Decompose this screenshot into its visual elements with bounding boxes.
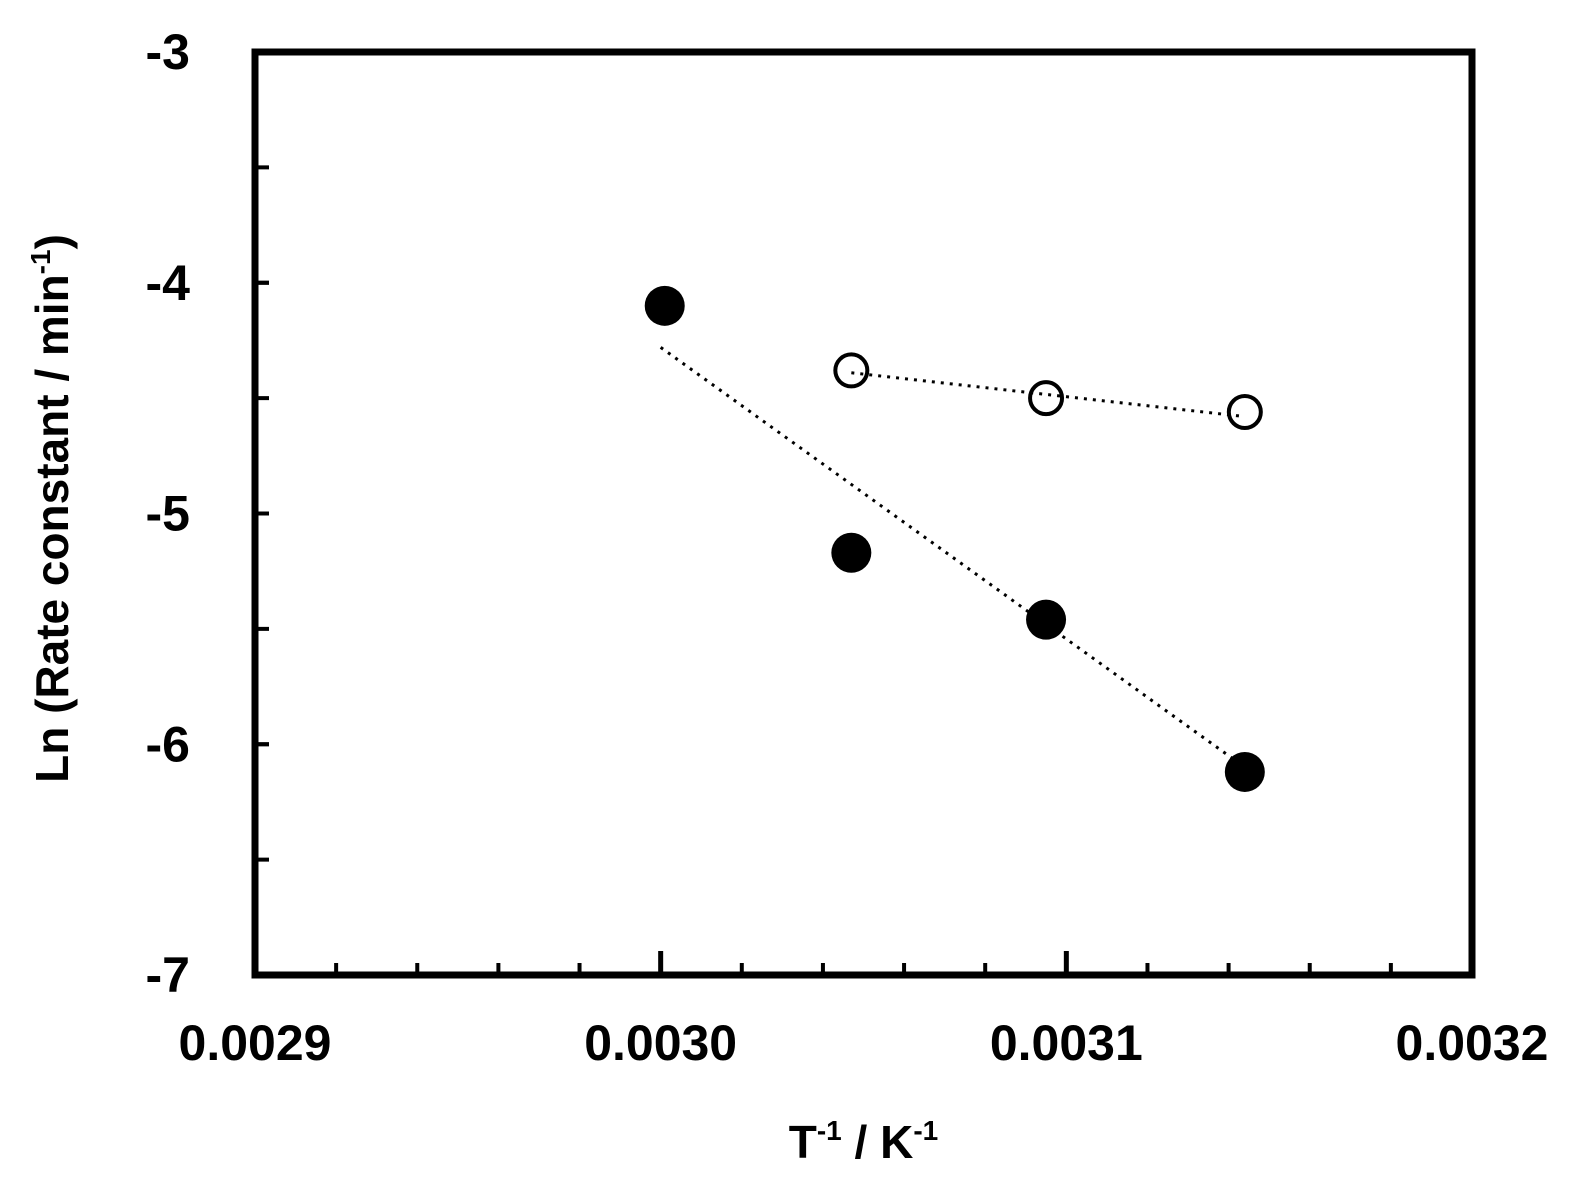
- x-tick-label: 0.0030: [584, 1015, 737, 1071]
- x-tick-label: 0.0031: [990, 1015, 1143, 1071]
- filled-point: [644, 285, 685, 326]
- filled-point: [1026, 599, 1067, 640]
- filled-point: [1224, 751, 1265, 792]
- y-tick-label: -3: [146, 24, 190, 80]
- open-point: [1028, 380, 1065, 417]
- axis-ticks: [252, 50, 1475, 977]
- trendline-series-1: [659, 346, 1246, 769]
- y-axis-title: Ln (Rate constant / min-1): [25, 234, 78, 783]
- y-tick-label: -4: [146, 255, 191, 311]
- x-tick-label: 0.0029: [179, 1015, 332, 1071]
- y-tick-label: -5: [146, 486, 190, 542]
- x-axis-title: T-1 / K-1: [789, 1115, 938, 1168]
- trendline-series-2: [851, 371, 1245, 419]
- open-point: [1226, 393, 1263, 430]
- open-point: [833, 352, 870, 389]
- trendlines: [659, 346, 1246, 769]
- tick-labels: 0.0029 0.0030 0.0031 0.0032 -7 -6 -5 -4 -3: [146, 24, 1549, 1071]
- plot-area-frame: [251, 48, 1476, 979]
- y-tick-label: -7: [146, 947, 190, 1003]
- data-points: [644, 285, 1265, 792]
- y-tick-label: -6: [146, 716, 190, 772]
- filled-point: [831, 532, 872, 573]
- x-tick-label: 0.0032: [1396, 1015, 1549, 1071]
